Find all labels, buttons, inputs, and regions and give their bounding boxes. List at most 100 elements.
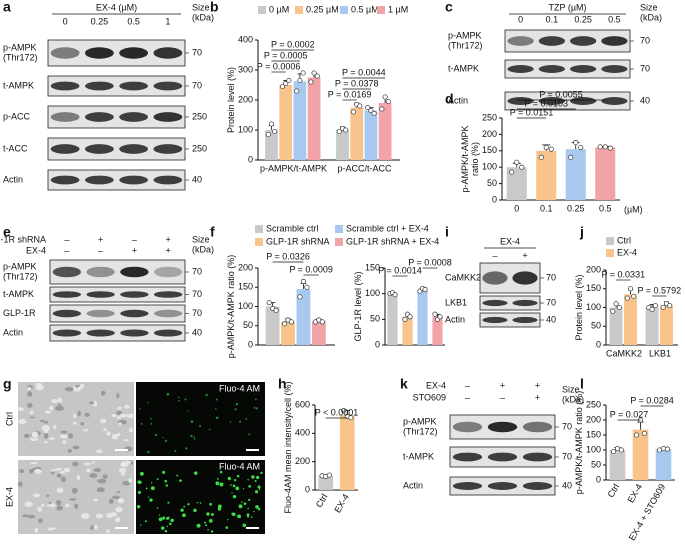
panel-letter: b <box>210 0 219 15</box>
band <box>153 266 183 278</box>
data-point <box>272 128 278 135</box>
lane-label: 0 <box>518 14 523 24</box>
fluorescent-cell <box>204 521 207 524</box>
row-label: Actin <box>403 480 423 490</box>
p-value: P = 0.0055 <box>539 89 583 99</box>
row-label: t-AMPK <box>3 289 34 299</box>
band <box>50 47 80 59</box>
cell <box>35 384 45 391</box>
data-point <box>641 430 647 437</box>
legend-swatch <box>606 249 614 257</box>
band <box>482 316 508 324</box>
p-value: P < 0.0001 <box>315 407 359 417</box>
cell <box>61 476 66 483</box>
cell <box>71 487 78 494</box>
fluorescent-cell <box>177 396 180 399</box>
band <box>119 175 149 185</box>
bar <box>609 307 623 345</box>
condition-mark: – <box>500 392 505 402</box>
fluorescent-cell <box>248 433 251 436</box>
bar <box>645 307 659 345</box>
cell <box>89 401 95 404</box>
cell <box>19 469 25 474</box>
data-point <box>634 432 640 438</box>
size-marker: 250 <box>192 143 207 153</box>
legend-swatch <box>335 238 343 246</box>
row-label: (Thr172) <box>448 40 483 50</box>
fluorescent-cell <box>239 420 242 423</box>
y-tick-label: 0 <box>492 194 497 204</box>
row-label: t-ACC <box>3 143 28 153</box>
cell <box>57 397 63 403</box>
fluorescent-cell <box>150 422 153 425</box>
size-header: (kDa) <box>640 12 662 22</box>
y-tick-label: 150 <box>238 282 253 292</box>
size-header: Size <box>192 234 210 244</box>
cell <box>100 418 107 424</box>
fluorescent-cell <box>193 436 196 439</box>
condition-mark: – <box>132 234 137 244</box>
lane-label: 0.1 <box>546 14 559 24</box>
fluorescent-cell <box>227 518 229 521</box>
fluorescent-cell <box>215 416 219 420</box>
band <box>120 266 149 278</box>
fluorescent-cell <box>242 488 245 490</box>
p-value: P = 0.0151 <box>510 107 554 117</box>
band <box>50 81 80 91</box>
cell <box>77 386 84 389</box>
cell <box>100 390 106 396</box>
fluorescent-cell <box>208 428 211 431</box>
y-tick-label: 50 <box>591 459 601 469</box>
band <box>507 97 534 105</box>
fluorescent-cell <box>251 475 255 479</box>
fluorescent-cell <box>242 523 247 528</box>
fluorescent-cell <box>225 526 229 529</box>
x-tick-label: 0.5 <box>599 203 612 213</box>
row-label: (Thr172) <box>3 52 38 62</box>
y-tick-label: 400 <box>295 428 310 438</box>
data-point <box>350 109 357 115</box>
band <box>538 97 565 105</box>
fluorescent-cell <box>167 501 170 504</box>
cell <box>73 421 77 425</box>
cell <box>27 403 33 408</box>
cell <box>91 461 95 464</box>
fluorescent-cell <box>240 501 243 503</box>
fluorescent-cell <box>187 410 189 412</box>
fluorescent-cell <box>236 474 240 478</box>
band <box>601 65 628 73</box>
band <box>50 175 80 185</box>
cell <box>74 503 79 510</box>
bar <box>402 316 413 345</box>
bar <box>265 130 278 160</box>
size-marker: 40 <box>562 480 572 490</box>
fluorescent-cell <box>215 398 218 401</box>
cell <box>67 449 72 453</box>
cell <box>93 400 98 407</box>
data-point <box>385 98 391 105</box>
band <box>153 291 183 298</box>
legend-swatch <box>295 6 303 14</box>
legend-swatch <box>377 6 385 14</box>
fluorescent-cell <box>253 510 255 513</box>
cell <box>33 469 42 474</box>
cell <box>17 407 25 412</box>
blot-header: TZP (µM) <box>548 2 586 12</box>
data-point <box>664 446 670 452</box>
band <box>601 36 628 46</box>
data-point <box>437 314 443 320</box>
data-point <box>649 306 655 312</box>
data-point <box>519 164 525 170</box>
fluorescent-cell <box>194 438 196 441</box>
bar <box>660 305 673 345</box>
y-tick-label: 100 <box>482 162 497 172</box>
condition-label: EX-4 <box>426 380 446 390</box>
row-label: GLP-1R <box>3 308 36 318</box>
x-tick-label: 0.25 <box>567 203 585 213</box>
x-tick-label: p-ACC/t-ACC <box>337 163 392 173</box>
condition-mark: + <box>535 380 540 390</box>
data-point <box>336 128 342 135</box>
cell <box>89 473 98 479</box>
cell <box>80 421 85 426</box>
y-tick-label: 150 <box>365 262 380 272</box>
